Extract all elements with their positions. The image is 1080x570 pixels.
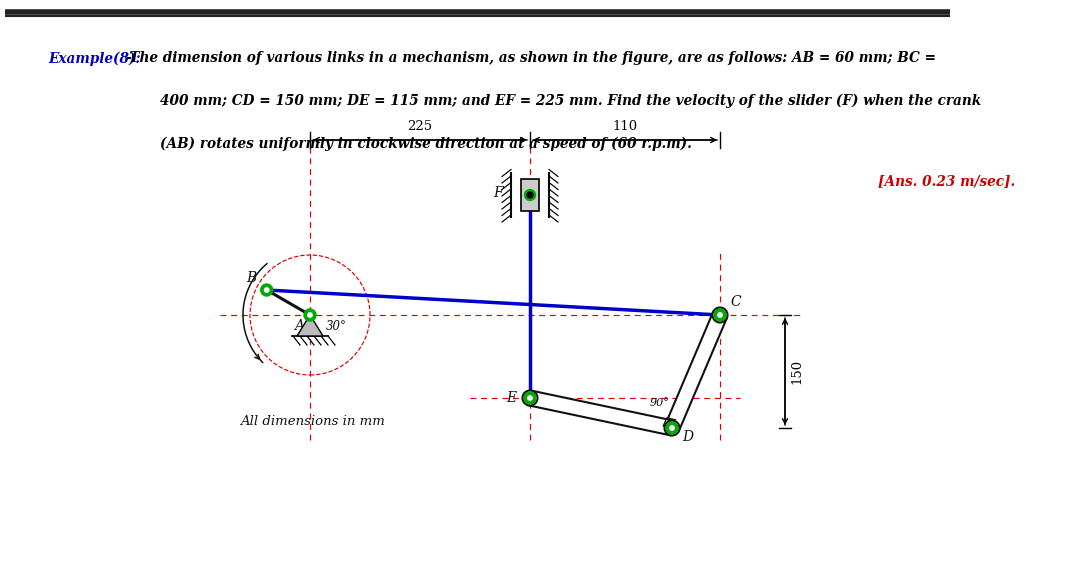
Circle shape xyxy=(525,189,536,201)
Circle shape xyxy=(527,192,534,198)
Polygon shape xyxy=(297,315,323,336)
Circle shape xyxy=(523,390,538,405)
Circle shape xyxy=(524,392,536,404)
Text: E: E xyxy=(505,391,516,405)
Text: 400 mm; CD = 150 mm; DE = 115 mm; and EF = 225 mm. Find the velocity of the slid: 400 mm; CD = 150 mm; DE = 115 mm; and EF… xyxy=(160,94,981,108)
Circle shape xyxy=(528,193,532,197)
Polygon shape xyxy=(528,390,674,435)
Text: 225: 225 xyxy=(407,120,433,133)
Text: B: B xyxy=(246,271,257,285)
Circle shape xyxy=(713,307,728,323)
Text: A: A xyxy=(294,319,303,333)
Text: 150: 150 xyxy=(789,359,804,384)
Text: All dimensions in mm: All dimensions in mm xyxy=(240,415,384,428)
Text: 110: 110 xyxy=(612,120,637,133)
Circle shape xyxy=(265,288,269,292)
Circle shape xyxy=(666,422,678,434)
Text: [Ans. 0.23 m/sec].: [Ans. 0.23 m/sec]. xyxy=(878,174,1015,188)
Circle shape xyxy=(714,309,726,321)
Text: D: D xyxy=(681,430,693,444)
Circle shape xyxy=(303,309,316,321)
Circle shape xyxy=(718,313,723,317)
Circle shape xyxy=(664,421,679,435)
Circle shape xyxy=(670,426,674,430)
Text: F: F xyxy=(494,186,503,200)
Text: 90°: 90° xyxy=(650,398,670,408)
Text: Example(8):: Example(8): xyxy=(49,51,141,66)
Circle shape xyxy=(260,284,272,296)
Text: (AB) rotates uniformly in clockwise direction at a speed of (60 r.p.m).: (AB) rotates uniformly in clockwise dire… xyxy=(160,137,691,151)
Text: C: C xyxy=(730,295,741,309)
Text: 30°: 30° xyxy=(326,320,347,333)
Bar xyxy=(521,179,539,211)
Polygon shape xyxy=(665,312,727,431)
Circle shape xyxy=(528,396,532,400)
Text: -The dimension of various links in a mechanism, as shown in the figure, are as f: -The dimension of various links in a mec… xyxy=(126,51,936,66)
Circle shape xyxy=(308,313,312,317)
